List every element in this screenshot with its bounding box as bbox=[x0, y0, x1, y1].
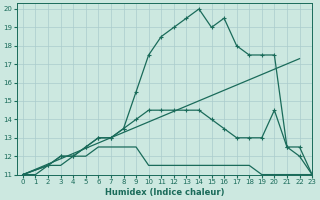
X-axis label: Humidex (Indice chaleur): Humidex (Indice chaleur) bbox=[105, 188, 224, 197]
